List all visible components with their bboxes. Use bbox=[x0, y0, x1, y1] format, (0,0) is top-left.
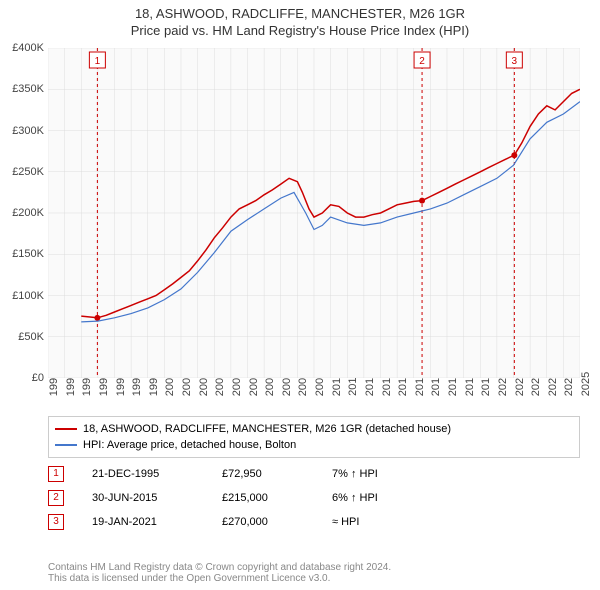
chart-plot-area: 1 2 3 bbox=[48, 48, 580, 378]
y-tick-label: £350K bbox=[0, 83, 44, 95]
legend-row: HPI: Average price, detached house, Bolt… bbox=[55, 437, 573, 453]
y-tick-label: £250K bbox=[0, 166, 44, 178]
y-tick-label: £200K bbox=[0, 207, 44, 219]
legend-row: 18, ASHWOOD, RADCLIFFE, MANCHESTER, M26 … bbox=[55, 421, 573, 437]
y-tick-label: £300K bbox=[0, 125, 44, 137]
sale-date: 21-DEC-1995 bbox=[92, 468, 222, 480]
x-tick-label: 2025 bbox=[580, 372, 592, 396]
y-tick-label: £50K bbox=[0, 331, 44, 343]
sale-row: 2 30-JUN-2015£215,0006% ↑ HPI bbox=[48, 486, 580, 510]
chart-container: 18, ASHWOOD, RADCLIFFE, MANCHESTER, M26 … bbox=[0, 0, 600, 590]
title-main: 18, ASHWOOD, RADCLIFFE, MANCHESTER, M26 … bbox=[0, 6, 600, 21]
sale-price: £72,950 bbox=[222, 468, 332, 480]
sale-date: 30-JUN-2015 bbox=[92, 492, 222, 504]
sale-date: 19-JAN-2021 bbox=[92, 516, 222, 528]
sale-marker-box: 1 bbox=[48, 466, 64, 482]
legend-swatch bbox=[55, 444, 77, 446]
title-block: 18, ASHWOOD, RADCLIFFE, MANCHESTER, M26 … bbox=[0, 0, 600, 38]
sale-price: £215,000 bbox=[222, 492, 332, 504]
sale-hpi: 6% ↑ HPI bbox=[332, 492, 432, 504]
legend-box: 18, ASHWOOD, RADCLIFFE, MANCHESTER, M26 … bbox=[48, 416, 580, 458]
title-sub: Price paid vs. HM Land Registry's House … bbox=[0, 23, 600, 38]
sales-table: 1 21-DEC-1995£72,9507% ↑ HPI 2 30-JUN-2015£… bbox=[48, 462, 580, 534]
sale-price: £270,000 bbox=[222, 516, 332, 528]
legend-swatch bbox=[55, 428, 77, 430]
y-tick-label: £400K bbox=[0, 42, 44, 54]
svg-text:3: 3 bbox=[512, 56, 518, 67]
footer-line-1: Contains HM Land Registry data © Crown c… bbox=[48, 562, 391, 573]
sale-row: 1 21-DEC-1995£72,9507% ↑ HPI bbox=[48, 462, 580, 486]
sale-marker-box: 3 bbox=[48, 514, 64, 530]
svg-text:1: 1 bbox=[95, 56, 101, 67]
sale-hpi: ≈ HPI bbox=[332, 516, 432, 528]
legend-label: HPI: Average price, detached house, Bolt… bbox=[83, 437, 296, 453]
footer-text: Contains HM Land Registry data © Crown c… bbox=[48, 562, 391, 584]
y-tick-label: £0 bbox=[0, 372, 44, 384]
footer-line-2: This data is licensed under the Open Gov… bbox=[48, 573, 391, 584]
y-tick-label: £150K bbox=[0, 248, 44, 260]
y-tick-label: £100K bbox=[0, 290, 44, 302]
sale-row: 3 19-JAN-2021£270,000≈ HPI bbox=[48, 510, 580, 534]
chart-svg: 1 2 3 bbox=[48, 48, 580, 378]
sale-hpi: 7% ↑ HPI bbox=[332, 468, 432, 480]
sale-marker-box: 2 bbox=[48, 490, 64, 506]
legend-label: 18, ASHWOOD, RADCLIFFE, MANCHESTER, M26 … bbox=[83, 421, 451, 437]
svg-text:2: 2 bbox=[419, 56, 425, 67]
